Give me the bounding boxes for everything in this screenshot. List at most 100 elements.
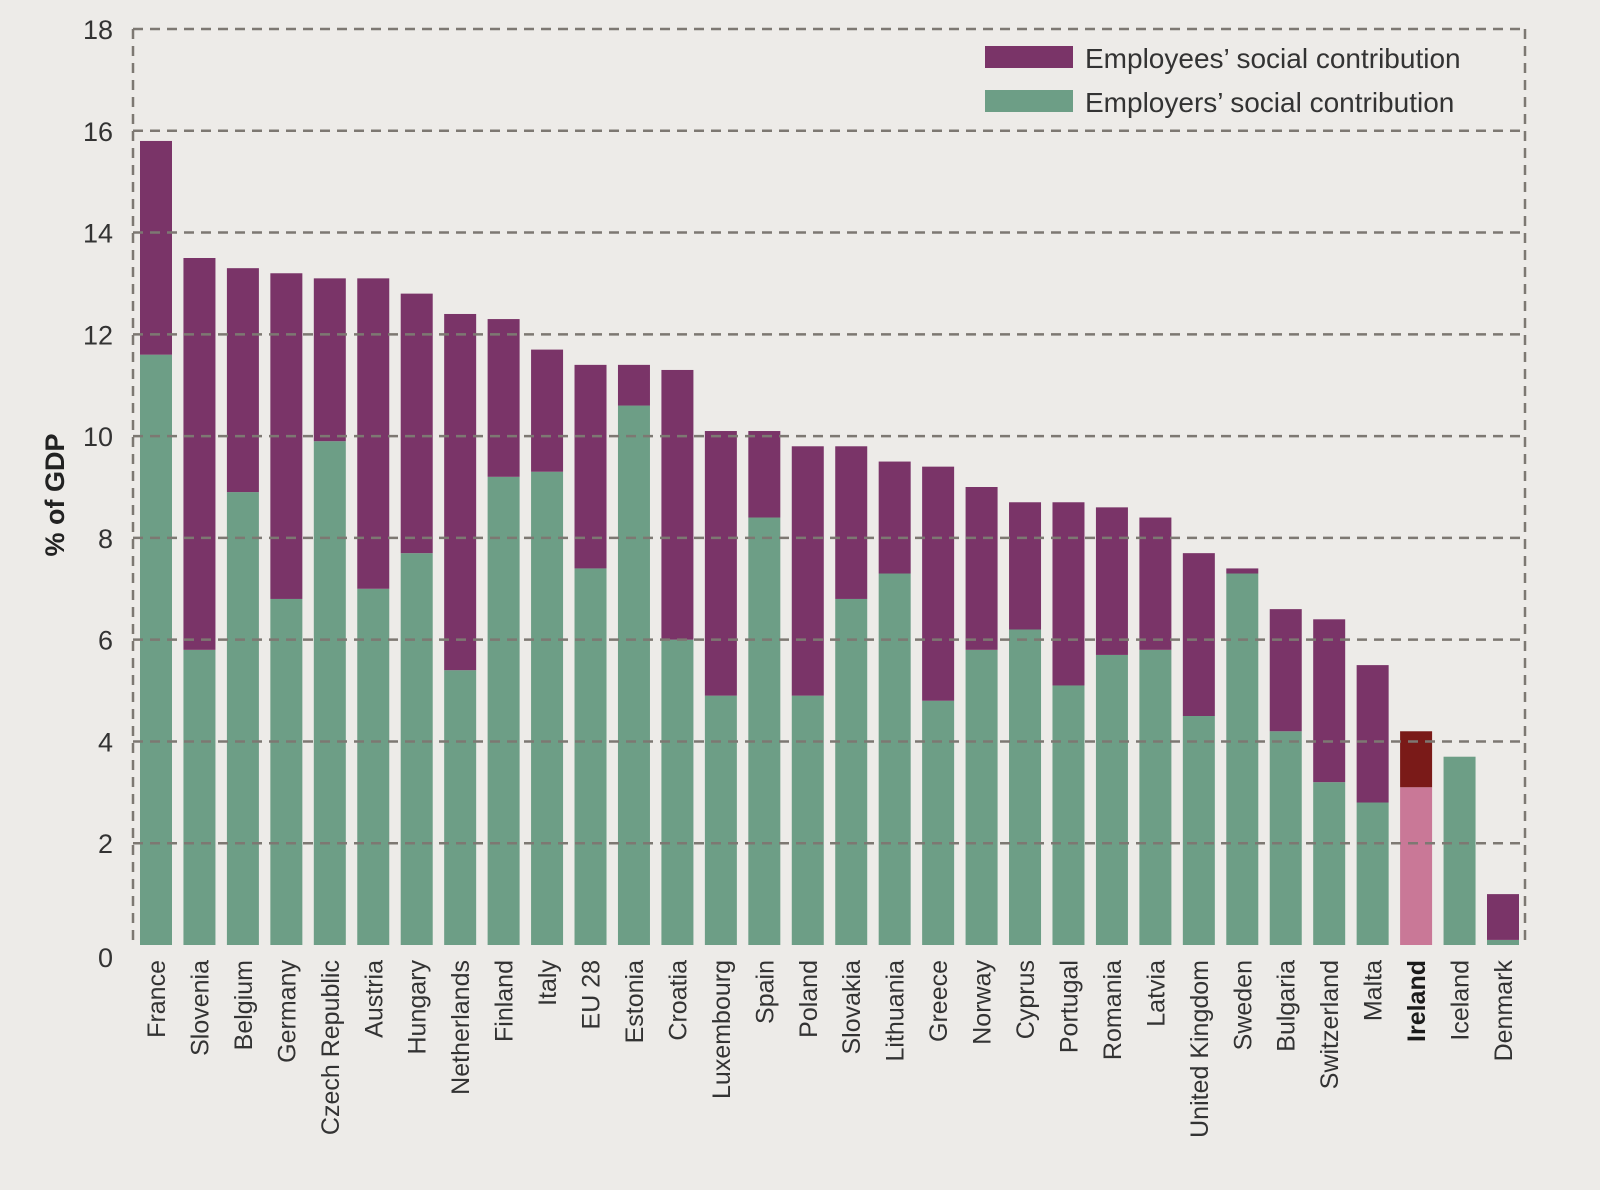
- bar-employees-croatia: [661, 369, 694, 640]
- legend-label-employees: Employees’ social contribution: [1085, 43, 1461, 74]
- bar-employers-finland: [487, 476, 520, 945]
- bar-employees-latvia: [1139, 517, 1172, 650]
- bar-employees-luxembourg: [704, 431, 737, 696]
- legend-label-employers: Employers’ social contribution: [1085, 87, 1454, 118]
- bar-employees-lithuania: [878, 461, 911, 574]
- x-tick-label: Finland: [491, 960, 519, 1042]
- y-tick-label: 6: [98, 626, 113, 656]
- bar-employers-united-kingdom: [1182, 716, 1215, 945]
- bar-employees-austria: [357, 278, 390, 589]
- x-tick-label: Portugal: [1055, 960, 1083, 1053]
- bar-employees-france: [140, 140, 172, 355]
- y-tick-label: 0: [98, 943, 113, 973]
- bar-employees-eu-28: [574, 364, 607, 569]
- x-tick-label: Croatia: [664, 960, 692, 1041]
- x-tick-label: Switzerland: [1316, 960, 1344, 1089]
- bar-employees-greece: [922, 466, 955, 701]
- bar-employees-belgium: [226, 268, 259, 493]
- x-tick-label: Italy: [534, 960, 562, 1006]
- bar-employees-bulgaria: [1269, 609, 1302, 732]
- bar-employers-denmark: [1487, 939, 1519, 945]
- x-tick-label: Germany: [273, 960, 301, 1063]
- x-tick-label: Lithuania: [882, 960, 910, 1062]
- bar-employees-malta: [1356, 665, 1389, 803]
- x-tick-label: EU 28: [578, 960, 606, 1029]
- bar-employees-spain: [748, 431, 781, 518]
- y-tick-label: 2: [98, 829, 113, 859]
- x-tick-label: Hungary: [404, 960, 432, 1055]
- bar-employees-hungary: [400, 293, 433, 554]
- x-tick-label: Romania: [1099, 960, 1127, 1060]
- x-tick-label: United Kingdom: [1186, 960, 1214, 1138]
- bar-employees-portugal: [1052, 502, 1085, 686]
- x-tick-label: Estonia: [621, 960, 649, 1043]
- y-tick-label: 16: [83, 117, 113, 147]
- x-tick-label: Norway: [969, 960, 997, 1045]
- bar-employers-belgium: [226, 492, 259, 945]
- bar-employers-eu-28: [574, 568, 607, 945]
- bar-employers-norway: [965, 649, 998, 945]
- legend-swatch-employers: [985, 90, 1073, 112]
- legend: Employees’ social contribution Employers…: [985, 43, 1461, 118]
- bar-employers-france: [140, 354, 172, 945]
- x-tick-label: Sweden: [1229, 960, 1257, 1050]
- x-tick-label: Poland: [795, 960, 823, 1038]
- bar-employees-czech-republic: [313, 278, 346, 442]
- x-tick-label: Cyprus: [1012, 960, 1040, 1039]
- y-tick-label: 14: [83, 219, 113, 249]
- bar-employers-poland: [791, 695, 824, 945]
- bar-employers-estonia: [617, 405, 650, 946]
- bar-employers-hungary: [400, 553, 433, 945]
- x-tick-label: Netherlands: [447, 960, 475, 1095]
- x-tick-label: Belgium: [230, 960, 258, 1050]
- bar-employees-sweden: [1226, 568, 1259, 574]
- x-tick-label: Luxembourg: [708, 960, 736, 1099]
- x-tick-label: Greece: [925, 960, 953, 1042]
- bar-employees-slovenia: [183, 258, 216, 650]
- x-tick-label: Slovenia: [186, 960, 214, 1056]
- x-tick-label: Czech Republic: [317, 960, 345, 1135]
- x-tick-label: Bulgaria: [1273, 960, 1301, 1052]
- x-tick-label: Iceland: [1447, 960, 1475, 1041]
- bar-employers-austria: [357, 588, 390, 945]
- bar-employers-sweden: [1226, 573, 1259, 945]
- bar-employees-denmark: [1487, 894, 1519, 940]
- bar-employers-cyprus: [1009, 629, 1042, 945]
- bar-employers-slovakia: [835, 598, 868, 945]
- bar-employers-ireland: [1400, 787, 1433, 945]
- bar-employees-slovakia: [835, 446, 868, 599]
- bar-employees-romania: [1095, 507, 1128, 655]
- x-tick-label: Austria: [360, 960, 388, 1038]
- y-tick-label: 10: [83, 422, 113, 452]
- bar-employers-italy: [531, 471, 564, 945]
- bar-employees-poland: [791, 446, 824, 696]
- bar-employers-lithuania: [878, 573, 911, 945]
- bar-employers-croatia: [661, 639, 694, 945]
- y-tick-label: 12: [83, 320, 113, 350]
- y-tick-label: 8: [98, 524, 113, 554]
- bar-employees-norway: [965, 487, 998, 650]
- y-tick-label: 4: [98, 727, 113, 757]
- bar-employees-switzerland: [1313, 619, 1346, 783]
- bar-employees-estonia: [617, 364, 650, 406]
- x-tick-label: France: [143, 960, 171, 1038]
- bar-employees-finland: [487, 319, 520, 477]
- x-tick-label: Denmark: [1490, 960, 1518, 1062]
- bar-employees-cyprus: [1009, 502, 1042, 630]
- x-tick-label: Latvia: [1142, 960, 1170, 1027]
- bar-employers-germany: [270, 598, 303, 945]
- bar-employers-spain: [748, 517, 781, 945]
- bar-employers-romania: [1095, 654, 1128, 945]
- x-tick-label: Ireland: [1403, 960, 1431, 1042]
- bar-employers-latvia: [1139, 649, 1172, 945]
- bar-employers-malta: [1356, 802, 1389, 945]
- bar-employers-portugal: [1052, 685, 1085, 945]
- legend-swatch-employees: [985, 46, 1073, 68]
- bar-employers-iceland: [1443, 756, 1476, 945]
- bar-employers-greece: [922, 700, 955, 945]
- bar-employers-luxembourg: [704, 695, 737, 945]
- bar-employees-united-kingdom: [1182, 553, 1215, 716]
- x-tick-label: Spain: [751, 960, 779, 1024]
- bar-employers-bulgaria: [1269, 731, 1302, 945]
